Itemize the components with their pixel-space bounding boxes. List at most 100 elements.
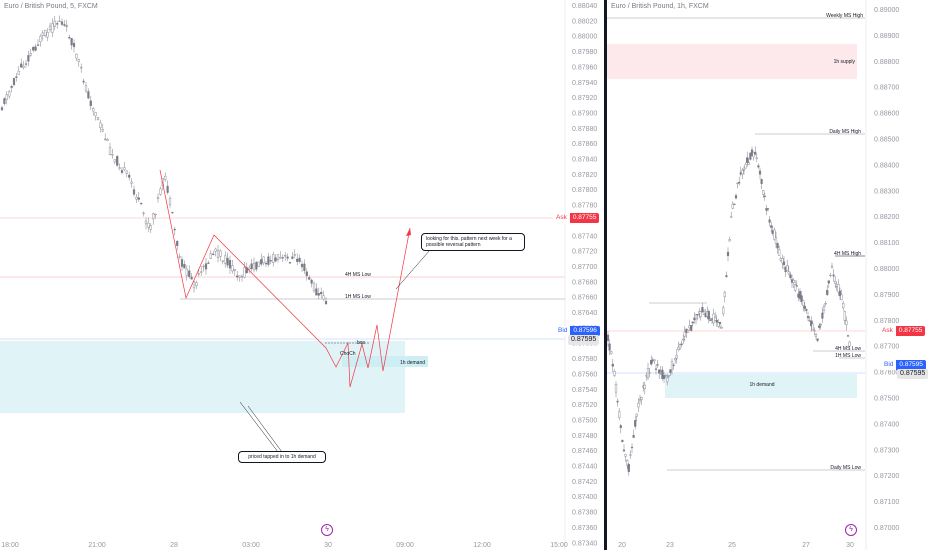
left-price-tick: 0.87340: [572, 540, 597, 547]
left-price-tick: 0.87820: [572, 172, 597, 179]
left-ask-label: Ask: [553, 213, 570, 223]
left-price-tick: 0.87560: [572, 371, 597, 378]
left-price-tick: 0.87920: [572, 95, 597, 102]
left-price-tick: 0.87660: [572, 295, 597, 302]
left-bid-label: Bid: [555, 326, 571, 336]
left-time-tick: 03:00: [242, 542, 260, 549]
left-time-tick: 12:00: [473, 542, 491, 549]
right-price-tick: 0.88200: [874, 214, 899, 221]
right-supply-zone: [607, 44, 857, 79]
left-bos-label: bos: [357, 340, 366, 346]
left-price-axis: 0.88040 0.88020 0.88000 0.87980 0.87960 0.879…: [572, 3, 597, 547]
left-chart-title: Euro / British Pound, 5, FXCM: [4, 3, 98, 10]
left-price-tick: 0.87580: [572, 356, 597, 363]
left-price-tick: 0.87460: [572, 448, 597, 455]
right-price-tick: 0.88900: [874, 33, 899, 40]
right-supply-label: 1h supply: [834, 59, 856, 65]
left-tapped-pointer-a: [239, 401, 279, 453]
left-candles: [0, 15, 328, 305]
left-bid-price: 0.87596: [573, 327, 597, 334]
right-price-tick: 0.87500: [874, 396, 899, 403]
left-price-tick: 0.87680: [572, 279, 597, 286]
left-h4-low-label: 4H MS Low: [345, 272, 371, 278]
right-price-tick: 0.87400: [874, 421, 899, 428]
right-h4-high-label: 4H MS High: [834, 251, 861, 257]
left-time-tick: 28: [170, 542, 178, 549]
right-demand-label: 1h demand: [749, 382, 774, 388]
right-time-tick: 20: [618, 542, 626, 549]
left-pattern-note: looking for this. pattern next week for …: [421, 233, 525, 251]
left-time-tick: 09:00: [396, 542, 414, 549]
left-time-tick: 21:00: [88, 542, 106, 549]
left-price-tick: 0.87740: [572, 233, 597, 240]
right-chart-title: Euro / British Pound, 1h, FXCM: [611, 3, 709, 10]
right-price-tick: 0.88600: [874, 111, 899, 118]
left-demand-zone: [0, 341, 405, 413]
left-price-tick: 0.87780: [572, 203, 597, 210]
right-chart-svg[interactable]: Weekly MS High 1h supply Daily MS High 4…: [607, 0, 932, 550]
right-ask-price: 0.87755: [898, 327, 923, 334]
left-projection-arrow: [406, 228, 411, 236]
left-bid-tag: Bid 0.87596: [555, 326, 600, 336]
left-price-tick: 0.87520: [572, 402, 597, 409]
left-last-price: 0.87595: [568, 335, 600, 345]
left-price-tick: 0.87960: [572, 64, 597, 71]
right-price-tick: 0.88500: [874, 137, 899, 144]
right-time-axis: 20 23 25 27 30: [618, 542, 854, 549]
left-price-tick: 0.87860: [572, 141, 597, 148]
right-time-tick: 30: [846, 542, 854, 549]
right-price-tick: 0.88100: [874, 240, 899, 247]
right-demand-zone: [665, 374, 857, 398]
left-time-tick: 18:00: [1, 542, 19, 549]
left-price-tick: 0.87480: [572, 433, 597, 440]
right-price-tick: 0.87900: [874, 292, 899, 299]
right-price-tick: 0.87800: [874, 318, 899, 325]
left-time-tick: 30: [324, 542, 332, 549]
right-price-tick: 0.88700: [874, 85, 899, 92]
left-price-tick: 0.87800: [572, 187, 597, 194]
left-demand-label: 1h demand: [400, 360, 425, 366]
left-bolt-icon[interactable]: ϟ: [321, 524, 333, 536]
right-price-tick: 0.87700: [874, 344, 899, 351]
left-projection-path: [159, 169, 411, 388]
left-chart-panel[interactable]: Euro / British Pound, 5, FXCM 4H MS Low …: [0, 0, 604, 550]
left-pattern-pointer: [395, 249, 431, 290]
left-price-tick: 0.87940: [572, 80, 597, 87]
right-price-tick: 0.87100: [874, 499, 899, 506]
left-price-tick: 0.87880: [572, 126, 597, 133]
right-bolt-icon[interactable]: ϟ: [845, 524, 857, 536]
left-price-tick: 0.87540: [572, 387, 597, 394]
right-price-tick: 0.87200: [874, 473, 899, 480]
left-price-tick: 0.87980: [572, 49, 597, 56]
left-price-tick: 0.87360: [572, 525, 597, 532]
right-price-tick: 0.88800: [874, 59, 899, 66]
right-chart-panel[interactable]: Euro / British Pound, 1h, FXCM Weekly MS…: [607, 0, 932, 550]
right-daily-low-label: Daily MS Low: [830, 465, 861, 471]
right-daily-high-label: Daily MS High: [829, 129, 861, 135]
left-time-tick: 15:00: [550, 542, 568, 549]
right-ask-label: Ask: [879, 326, 896, 336]
right-price-tick: 0.88400: [874, 162, 899, 169]
right-candles: [607, 146, 851, 476]
left-h1-low-label: 1H MS Low: [345, 294, 371, 300]
left-ask-tag: Ask 0.87755: [553, 213, 600, 223]
right-h1-low-label: 1H MS Low: [835, 353, 861, 359]
left-ask-price: 0.87755: [572, 214, 597, 221]
right-price-axis: 0.89000 0.88900 0.88800 0.88700 0.88600 0.885…: [874, 7, 899, 532]
right-time-tick: 25: [728, 542, 736, 549]
right-price-tick: 0.87300: [874, 447, 899, 454]
left-price-tick: 0.88000: [572, 34, 597, 41]
left-price-tick: 0.87500: [572, 417, 597, 424]
left-price-tick: 0.87420: [572, 479, 597, 486]
chart-divider[interactable]: [604, 0, 607, 550]
left-chart-svg[interactable]: 4H MS Low 1H MS Low bos ChoCh 1h demand …: [0, 0, 604, 550]
right-ask-tag: Ask 0.87755: [879, 326, 926, 336]
right-bid-price: 0.87595: [899, 361, 923, 368]
left-choch-label: ChoCh: [340, 351, 356, 357]
left-price-tick: 0.88040: [572, 3, 597, 10]
left-price-tick: 0.87720: [572, 249, 597, 256]
left-price-tick: 0.87440: [572, 464, 597, 471]
right-weekly-high-label: Weekly MS High: [826, 13, 863, 19]
left-price-tick: 0.87380: [572, 510, 597, 517]
right-bid-label: Bid: [881, 360, 897, 370]
